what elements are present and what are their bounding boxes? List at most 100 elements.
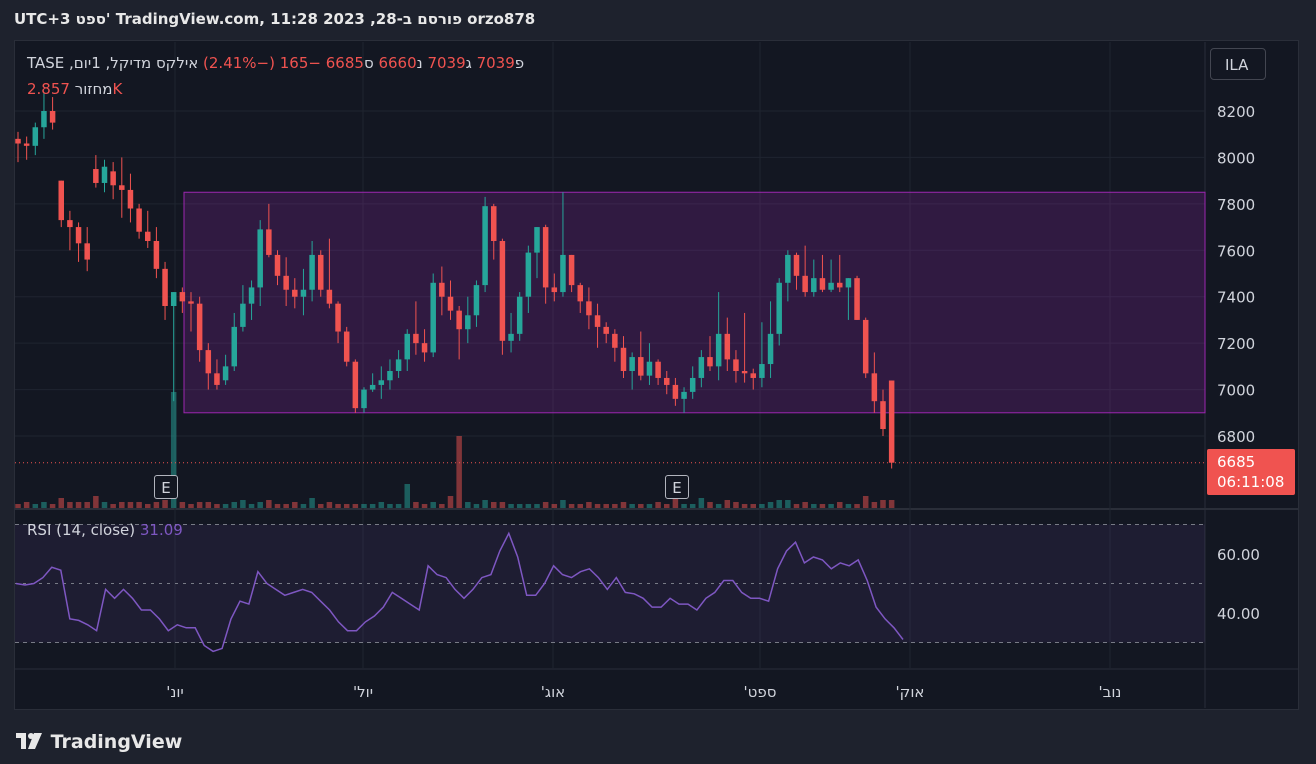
- candle-body: [741, 371, 748, 374]
- candle-body: [664, 377, 670, 385]
- volume-bar: [845, 504, 852, 508]
- candle-body: [707, 357, 713, 367]
- volume-bar: [274, 504, 281, 508]
- earnings-marker-1[interactable]: E: [154, 475, 178, 499]
- rsi-label[interactable]: RSI (14, close): [27, 521, 136, 539]
- candle-body: [352, 361, 359, 409]
- candle-body: [759, 364, 765, 378]
- volume-bar: [119, 502, 125, 508]
- candle-body: [179, 292, 186, 302]
- y-tick-label: 8000: [1217, 149, 1255, 167]
- candle-body: [162, 268, 168, 306]
- volume-bar: [664, 504, 670, 508]
- volume-bar: [421, 504, 428, 508]
- volume-bar: [551, 504, 558, 508]
- candle-body: [560, 254, 566, 293]
- candle-body: [67, 220, 73, 228]
- volume-bar: [214, 504, 220, 508]
- x-tick-label: ספט': [744, 683, 777, 701]
- candle-body: [750, 373, 756, 378]
- legend-open-label: פ: [514, 54, 525, 72]
- candle-body: [577, 285, 583, 302]
- candle-body: [387, 371, 393, 381]
- candle-body: [248, 287, 255, 304]
- volume-bar: [508, 504, 514, 508]
- rsi-value: 31.09: [139, 521, 183, 539]
- volume-bar: [58, 498, 64, 508]
- volume-bar: [369, 504, 376, 508]
- y-tick-label: 8200: [1217, 103, 1255, 121]
- candle-body: [101, 166, 108, 183]
- volume-bar: [343, 504, 350, 508]
- volume-bar: [196, 502, 203, 508]
- y-tick-label: 7200: [1217, 335, 1255, 353]
- volume-bar: [629, 504, 635, 508]
- volume-bar: [205, 502, 212, 508]
- legend-high: 7039: [427, 54, 466, 72]
- candle-body: [49, 111, 56, 123]
- volume-bar: [404, 484, 410, 508]
- candle-body: [378, 380, 385, 385]
- candle-body: [828, 282, 834, 290]
- candle-body: [447, 296, 454, 311]
- volume-bar: [733, 502, 739, 508]
- volume-bar: [482, 500, 488, 508]
- currency-button[interactable]: ILA: [1210, 48, 1266, 80]
- volume-bar: [67, 502, 73, 508]
- legend-close: 6685: [325, 54, 364, 72]
- y-tick-label: 7600: [1217, 242, 1255, 260]
- volume-bar: [248, 504, 255, 508]
- volume-bar: [871, 502, 878, 508]
- volume-bar: [698, 498, 705, 508]
- volume-bar: [439, 504, 445, 508]
- legend-symbol[interactable]: אילקס מדיקל, 1יום, TASE: [27, 54, 199, 72]
- candle-body: [110, 171, 116, 186]
- volume-label[interactable]: מחזור: [74, 80, 113, 98]
- candle-body: [785, 254, 791, 283]
- volume-bar: [767, 502, 774, 508]
- candle-body: [629, 357, 635, 371]
- candle-body: [222, 366, 229, 381]
- volume-bar: [802, 502, 808, 508]
- volume-bar: [300, 504, 307, 508]
- candle-body: [516, 296, 523, 334]
- volume-legend-row: מחזור 2.857K: [27, 80, 122, 98]
- volume-value: 2.857K: [27, 80, 123, 98]
- candle-body: [369, 384, 376, 390]
- volume-bar: [145, 504, 151, 508]
- rsi-y-tick-label: 60.00: [1217, 546, 1260, 564]
- candle-body: [672, 384, 679, 399]
- tradingview-logo[interactable]: TradingView: [14, 726, 182, 753]
- candle-body: [871, 373, 878, 402]
- candle-body: [404, 333, 410, 360]
- volume-bar: [41, 502, 47, 508]
- volume-bar: [837, 502, 843, 508]
- volume-bar: [473, 504, 480, 508]
- candle-body: [568, 254, 575, 286]
- earnings-marker-2[interactable]: E: [665, 475, 689, 499]
- volume-bar: [387, 504, 393, 508]
- volume-bar: [413, 502, 419, 508]
- candle-body: [819, 278, 826, 290]
- volume-bar: [689, 504, 696, 508]
- candle-body: [75, 227, 82, 244]
- volume-bar: [854, 504, 860, 508]
- volume-bar: [534, 504, 540, 508]
- candle-body: [266, 229, 272, 255]
- candle-body: [638, 357, 644, 376]
- candle-body: [335, 303, 341, 332]
- volume-bar: [750, 504, 756, 508]
- candle-body: [326, 289, 333, 304]
- volume-bar: [222, 504, 229, 508]
- candle-body: [767, 333, 774, 365]
- candle-body: [491, 206, 497, 241]
- volume-bar: [707, 502, 713, 508]
- candle-body: [309, 254, 315, 290]
- volume-bar: [724, 500, 731, 508]
- volume-bar: [84, 502, 90, 508]
- volume-bar: [378, 502, 385, 508]
- volume-bar: [447, 496, 454, 508]
- candle-body: [23, 143, 30, 146]
- volume-bar: [179, 502, 186, 508]
